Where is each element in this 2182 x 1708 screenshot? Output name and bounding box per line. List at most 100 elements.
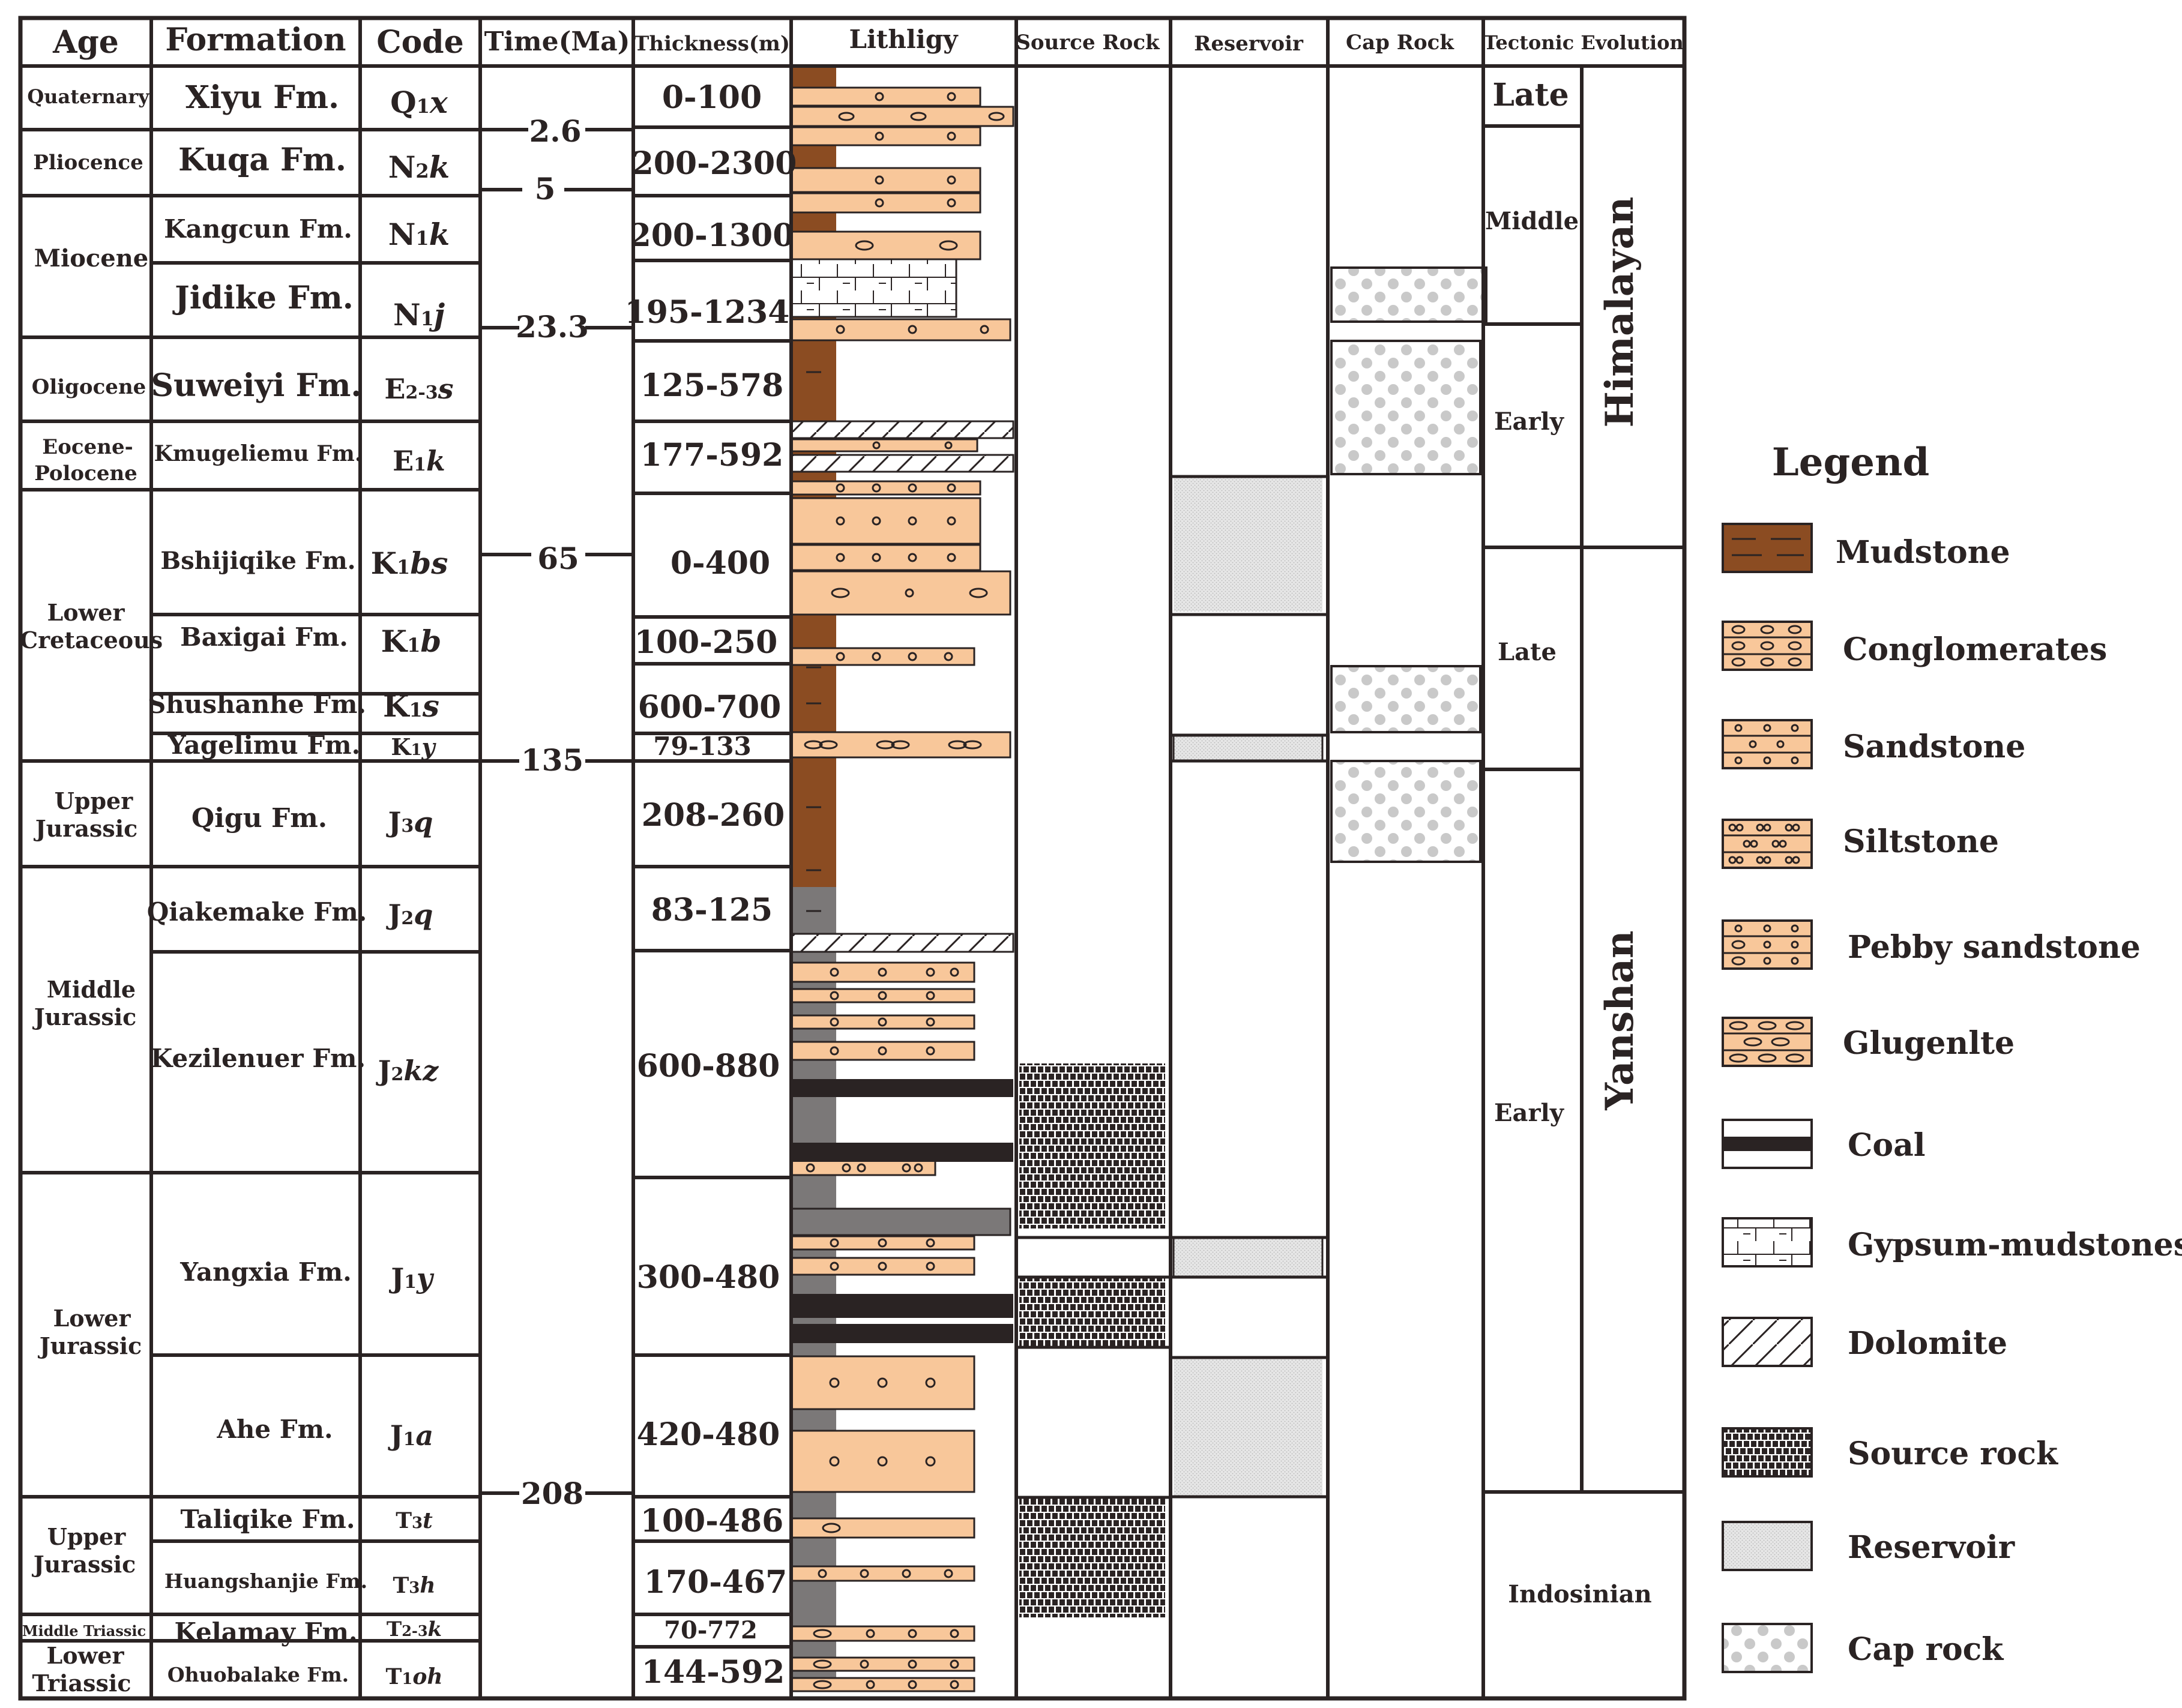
cap-rock-unit bbox=[1330, 266, 1487, 323]
source-rock-unit bbox=[1019, 1497, 1165, 1617]
formation-label: Huangshanjie Fm. bbox=[164, 1569, 367, 1593]
thickness-label: 79-133 bbox=[653, 732, 752, 761]
coal-swatch bbox=[1722, 1119, 1813, 1169]
glugenlte-bed bbox=[790, 731, 1011, 759]
source-rock-unit bbox=[1019, 1277, 1165, 1347]
sandstone-bed bbox=[790, 318, 1011, 341]
dolomite-swatch bbox=[1722, 1317, 1813, 1367]
age-label: Quaternary bbox=[27, 85, 150, 108]
formation-label: Yangxia Fm. bbox=[179, 1257, 352, 1287]
formation-label: Suweiyi Fm. bbox=[151, 367, 361, 404]
formation-label: Kezilenuer Fm. bbox=[151, 1044, 366, 1073]
source-rock-swatch bbox=[1722, 1427, 1813, 1478]
sandstone-bed bbox=[790, 961, 975, 983]
sandstone-bed bbox=[790, 1625, 975, 1642]
reservoir-swatch bbox=[1722, 1521, 1813, 1571]
thickness-label: 195-1234 bbox=[625, 294, 790, 331]
legend-label: Pebby sandstone bbox=[1848, 929, 2141, 966]
code-label: N1j bbox=[393, 297, 445, 332]
mudstone-swatch bbox=[1722, 523, 1813, 573]
sandstone-bed bbox=[790, 988, 975, 1003]
legend-label: Coal bbox=[1848, 1127, 1926, 1164]
gypsum-mudstones-swatch bbox=[1722, 1217, 1813, 1267]
age-label: Cretaceous bbox=[20, 627, 163, 654]
legend-label: Source rock bbox=[1848, 1436, 2058, 1472]
sandstone-bed bbox=[790, 480, 981, 496]
thickness-label: 177-592 bbox=[640, 437, 784, 474]
age-label: Upper bbox=[55, 787, 133, 814]
pebby-sandstone-swatch bbox=[1722, 919, 1813, 970]
header-time: Time(Ma) bbox=[484, 26, 630, 57]
age-label: Lower bbox=[47, 599, 125, 626]
formation-label: Kuqa Fm. bbox=[178, 142, 346, 178]
source-rock-column bbox=[1019, 1063, 1165, 1617]
age-label: Lower bbox=[47, 1642, 125, 1669]
time-label: 65 bbox=[537, 541, 579, 576]
code-label: J2q bbox=[386, 898, 433, 931]
age-label: Jurassic bbox=[32, 1003, 137, 1030]
sandstone-bed bbox=[790, 126, 981, 146]
sandstone-swatch bbox=[1722, 719, 1813, 769]
code-label: N1k bbox=[388, 217, 450, 252]
tectonic-stage-label: Early bbox=[1494, 407, 1565, 436]
siltstone-swatch bbox=[1722, 819, 1813, 869]
age-label: Middle Triassic bbox=[22, 1622, 146, 1640]
coal-bed bbox=[791, 1143, 1013, 1162]
conglomerate-bed bbox=[790, 570, 1011, 616]
legend-label: Conglomerates bbox=[1843, 631, 2107, 668]
thickness-label: 0-400 bbox=[671, 545, 770, 582]
formation-label: Qiakemake Fm. bbox=[147, 897, 367, 927]
time-label: 23.3 bbox=[516, 309, 589, 344]
reservoir-unit bbox=[1172, 734, 1324, 762]
code-label: T3t bbox=[396, 1508, 433, 1533]
cap-rock-unit bbox=[1330, 340, 1481, 475]
code-label: T1oh bbox=[385, 1664, 442, 1689]
header-source-rock: Source Rock bbox=[1016, 31, 1160, 55]
thickness-label: 0-100 bbox=[662, 79, 762, 116]
age-label: Jurassic bbox=[32, 1551, 136, 1578]
sandstone-bed bbox=[790, 86, 981, 107]
formation-label: Shushanhe Fm. bbox=[148, 690, 366, 719]
reservoir-unit bbox=[1172, 1236, 1324, 1278]
age-label: Middle bbox=[47, 976, 136, 1003]
tectonic-stage-label: Middle bbox=[1485, 207, 1579, 235]
reservoir-column bbox=[1172, 477, 1324, 1496]
formation-label: Xiyu Fm. bbox=[185, 79, 339, 116]
time-label: 208 bbox=[521, 1476, 583, 1511]
code-label: T3h bbox=[393, 1573, 435, 1598]
sandstone-bed bbox=[790, 544, 981, 571]
dolomite-bed bbox=[790, 933, 1014, 953]
code-label: N2k bbox=[388, 149, 450, 185]
header-tectonic-evolution: Tectonic Evolution bbox=[1483, 31, 1683, 54]
legend-label: Sandstone bbox=[1843, 729, 2025, 765]
thickness-label: 208-260 bbox=[642, 797, 785, 834]
legend-label: Glugenlte bbox=[1843, 1025, 2015, 1062]
glugenlte-swatch bbox=[1722, 1017, 1813, 1067]
conglomerates-swatch bbox=[1722, 621, 1813, 671]
time-label: 2.6 bbox=[529, 113, 582, 149]
thickness-label: 600-880 bbox=[637, 1048, 780, 1084]
formation-label: Ahe Fm. bbox=[216, 1415, 333, 1444]
thickness-label: 100-250 bbox=[634, 624, 778, 661]
conglomerate-bed bbox=[790, 230, 981, 260]
dolomite-bed bbox=[790, 454, 1014, 473]
legend-label: Reservoir bbox=[1848, 1529, 2015, 1566]
age-label: Polocene bbox=[34, 462, 137, 486]
thickness-label: 125-578 bbox=[640, 367, 784, 404]
table-grid bbox=[18, 16, 1687, 1701]
sandstone-bed bbox=[790, 1565, 975, 1582]
formation-label: Bshijiqike Fm. bbox=[160, 547, 355, 575]
sandstone-bed bbox=[790, 1235, 975, 1251]
tectonic-stage-label: Late bbox=[1492, 77, 1569, 113]
sandstone-bed bbox=[790, 1656, 975, 1672]
legend: Legend bbox=[1722, 440, 2182, 1673]
sandstone-bed bbox=[790, 1517, 975, 1539]
formation-label: Ohuobalake Fm. bbox=[167, 1663, 349, 1686]
age-label: Jurassic bbox=[34, 815, 138, 842]
formation-label: Kmugeliemu Fm. bbox=[154, 441, 363, 466]
coal-bed bbox=[791, 1324, 1013, 1343]
sandstone-bed bbox=[790, 1355, 975, 1410]
age-label: Upper bbox=[47, 1523, 126, 1550]
header-formation: Formation bbox=[165, 22, 346, 58]
thickness-label: 144-592 bbox=[642, 1654, 785, 1691]
